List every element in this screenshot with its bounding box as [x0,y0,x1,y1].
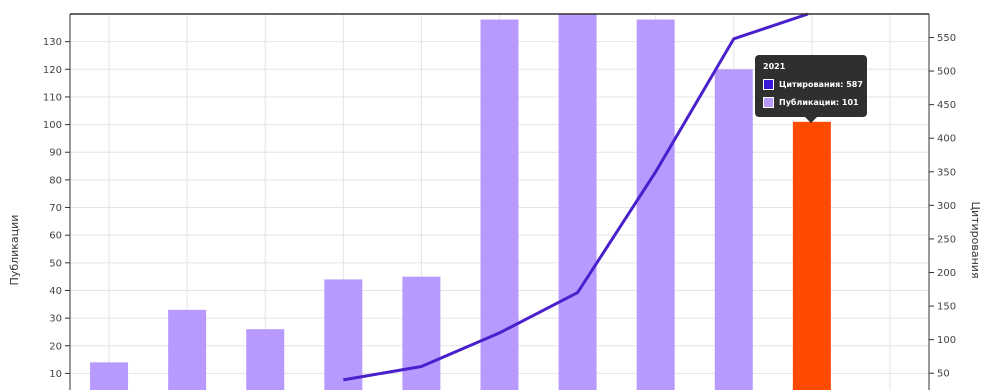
y-right-tick-label: 150 [937,302,956,313]
y-left-tick-label: 120 [43,65,62,76]
y-axis-right-title: Цитирования [969,201,982,278]
bars [90,14,831,390]
y-right-tick-label: 200 [937,268,956,279]
tooltip-row-publications: Публикации: 101 [763,97,859,108]
y-left-tick-label: 50 [49,258,62,269]
y-right-tick-label: 500 [937,67,956,78]
y-right-tick-label: 550 [937,33,956,44]
tooltip-label-publications: Публикации: 101 [779,98,859,107]
y-left-tick-label: 110 [43,92,62,103]
bar[interactable] [636,19,675,390]
bar[interactable] [558,14,597,390]
bar[interactable] [90,362,129,390]
y-right-tick-label: 250 [937,234,956,245]
bar[interactable] [246,329,285,390]
y-left-tick-label: 30 [49,314,62,325]
citations-line-path [343,12,809,382]
y-left-tick-label: 60 [49,231,62,242]
y-right-tick-label: 350 [937,167,956,178]
tooltip-label-citations: Цитирования: 587 [779,80,863,89]
bar[interactable] [168,309,207,390]
y-left-tick-label: 100 [43,120,62,131]
y-right-tick-label: 450 [937,100,956,111]
bar-highlighted[interactable] [792,121,831,390]
y-right-tick-label: 100 [937,335,956,346]
bar[interactable] [480,19,519,390]
y-left-tick-label: 70 [49,203,62,214]
bar[interactable] [324,279,363,390]
y-right-tick-label: 50 [937,369,950,380]
y-left-tick-label: 40 [49,286,62,297]
tooltip-swatch-citations [763,79,774,90]
y-left-tick-label: 130 [43,37,62,48]
citations-line [343,12,809,382]
tooltip-title: 2021 [763,62,786,71]
y-right-tick-label: 300 [937,201,956,212]
tooltip-swatch-publications [763,97,774,108]
y-left-tick-label: 20 [49,341,62,352]
tooltip-row-citations: Цитирования: 587 [763,79,863,90]
tooltip: 2021 Цитирования: 587 Публикации: 101 [755,55,867,123]
tooltip-caret [805,117,817,123]
y-left-tick-label: 90 [49,148,62,159]
bar[interactable] [714,69,753,390]
y-axis-left-title: Публикации [8,215,21,286]
axes: 10 20 30 40 50 60 70 80 90 100 110 120 130 50 100 150 20… [43,13,956,390]
bar[interactable] [402,276,441,390]
y-left-tick-label: 80 [49,175,62,186]
y-left-tick-label: 10 [49,369,62,380]
y-right-tick-label: 400 [937,134,956,145]
